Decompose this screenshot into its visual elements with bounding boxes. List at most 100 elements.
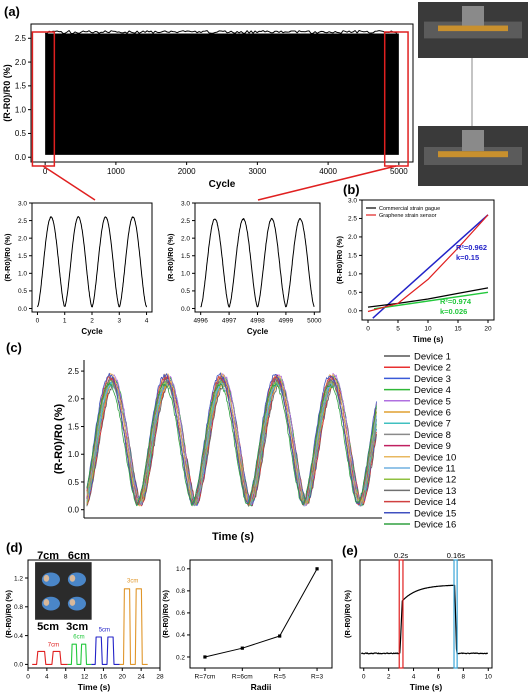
panel-label-d: (d) [6, 540, 23, 555]
y-axis-label: (R-R0)/R0 (%) [161, 590, 170, 638]
cycle-signal [201, 218, 315, 307]
photo-clamp [462, 130, 484, 151]
x-axis-label: Cycle [209, 179, 236, 190]
y-tick-label: 1.0 [348, 271, 357, 278]
legend-entry: Device 10 [414, 452, 456, 463]
y-tick-label: 0.8 [14, 604, 23, 611]
y-tick-label: 0.5 [68, 478, 80, 487]
x-tick-label: 0 [366, 326, 370, 333]
y-tick-label: 0.5 [348, 290, 357, 297]
legend-entry: Device 6 [414, 408, 451, 419]
y-axis-label: (R-R0)/R0 (%) [2, 64, 12, 122]
y-tick-label: 2.0 [348, 234, 357, 241]
y-tick-label: 3.0 [348, 197, 357, 204]
x-tick-label: 2 [90, 318, 94, 325]
series-device-5 [87, 373, 377, 506]
y-tick-label: 0.0 [68, 505, 80, 514]
series-3cm [120, 589, 148, 665]
legend-entry: Device 14 [414, 497, 456, 508]
y-tick-label: 0.5 [15, 129, 27, 138]
radii-line [205, 569, 317, 657]
y-tick-label: 1.5 [15, 82, 27, 91]
x-tick-label: 4998 [250, 318, 265, 325]
y-axis-label: (R-R0)/R0 (%) [166, 233, 175, 281]
x-axis-label: Radii [251, 682, 272, 692]
data-point [315, 567, 318, 570]
x-tick-label: 3000 [248, 167, 266, 176]
y-tick-label: 0.0 [181, 306, 190, 313]
series-5cm [91, 637, 119, 664]
y-tick-label: 2.5 [68, 367, 80, 376]
inset-label: 7cm [37, 550, 59, 562]
zoom-connector-start [43, 166, 95, 200]
panel-label-a: (a) [4, 4, 20, 19]
x-axis-label: Time (s) [410, 682, 443, 692]
inset-label: 5cm [37, 621, 59, 633]
series-device-10 [87, 373, 377, 506]
sample-shape [70, 599, 76, 606]
x-tick-label: 20 [484, 326, 492, 333]
y-tick-label: 1.5 [18, 253, 27, 260]
x-tick-label: 6 [437, 674, 441, 681]
y-tick-label: 1.5 [181, 253, 190, 260]
x-tick-label: 4 [45, 674, 49, 681]
series-label: 5cm [99, 627, 110, 633]
x-tick-label: R=5 [274, 674, 286, 681]
dense-signal-band [45, 34, 399, 155]
y-tick-label: 1.0 [176, 566, 185, 573]
series-device-16 [87, 383, 377, 506]
legend-entry: Device 15 [414, 508, 456, 519]
y-tick-label: 1.5 [68, 422, 80, 431]
y-tick-label: 0.0 [18, 306, 27, 313]
y-tick-label: 0.6 [176, 610, 185, 617]
y-tick-label: 2.0 [15, 58, 27, 67]
legend-entry: Device 5 [414, 396, 451, 407]
y-tick-label: 0.4 [176, 632, 185, 639]
panel-label-b: (b) [343, 182, 360, 197]
panel-e-frame [360, 560, 492, 668]
x-tick-label: 16 [100, 674, 108, 681]
x-axis-label: Time (s) [78, 682, 111, 692]
x-tick-label: 4999 [279, 318, 294, 325]
x-tick-label: 15 [454, 326, 462, 333]
y-tick-label: 0.2 [176, 654, 185, 661]
y-tick-label: 2.5 [15, 34, 27, 43]
x-tick-label: 2000 [178, 167, 196, 176]
legend-entry: Graphene strain sensor [379, 213, 437, 219]
y-tick-label: 2.0 [18, 235, 27, 242]
y-tick-label: 0.8 [176, 588, 185, 595]
legend-entry: Device 11 [414, 464, 456, 475]
x-tick-label: 8 [64, 674, 68, 681]
legend-entry: Device 7 [414, 419, 451, 430]
x-tick-label: R=3 [311, 674, 323, 681]
legend-entry: Device 3 [414, 374, 451, 385]
y-tick-label: 0.4 [14, 633, 23, 640]
panel-d-right-frame [190, 560, 332, 668]
y-tick-label: 0.0 [348, 308, 357, 315]
x-tick-label: 5000 [390, 167, 408, 176]
y-tick-label: 0.5 [181, 288, 190, 295]
x-tick-label: 2 [387, 674, 391, 681]
legend-entry: Device 16 [414, 520, 456, 531]
y-axis-label: (R-R0)/R0 (%) [343, 590, 352, 638]
signal-peaks [45, 31, 397, 34]
x-tick-label: 5000 [307, 318, 322, 325]
sample-shape [44, 575, 50, 582]
legend-entry: Device 12 [414, 475, 456, 486]
x-tick-label: 20 [119, 674, 127, 681]
series-device-11 [87, 383, 377, 507]
y-axis-label: (R-R0)/R0 (%) [53, 404, 65, 475]
y-tick-label: 3.0 [18, 200, 27, 207]
x-tick-label: 1000 [107, 167, 125, 176]
legend-entry: Device 8 [414, 430, 451, 441]
y-tick-label: 2.5 [348, 216, 357, 223]
y-tick-label: 0.0 [14, 662, 23, 669]
data-point [241, 647, 244, 650]
response-signal [361, 585, 487, 654]
panel-label-c: (c) [6, 340, 22, 355]
legend-entry: Device 2 [414, 363, 451, 374]
series-label: 7cm [48, 642, 59, 648]
y-tick-label: 1.0 [68, 450, 80, 459]
y-tick-label: 1.0 [18, 271, 27, 278]
x-tick-label: 5 [396, 326, 400, 333]
